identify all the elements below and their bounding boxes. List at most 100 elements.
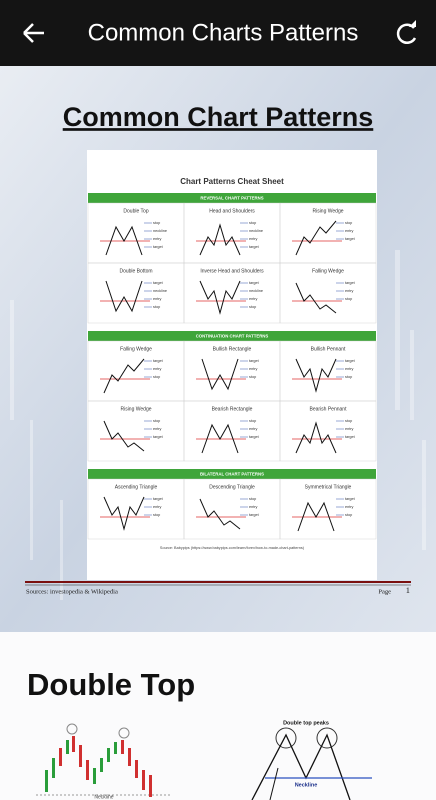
pattern-label: entry (249, 427, 258, 431)
pattern-chart (196, 280, 246, 315)
pattern-name: Symmetrical Triangle (305, 484, 352, 490)
pattern-label: stop (345, 513, 352, 517)
chart-neckline-label: Neckline (94, 794, 113, 800)
footer-sources: Sources: investopedia & Wikipedia (26, 588, 118, 595)
pattern-cell (279, 400, 377, 462)
pattern-line (297, 501, 335, 532)
section-bar (88, 193, 376, 203)
pattern-label: target (153, 497, 164, 501)
pattern-chart (100, 420, 150, 452)
pattern-chart (100, 280, 150, 313)
pattern-label: stop (345, 419, 352, 423)
pattern-label: target (153, 435, 164, 439)
pattern-label: neckline (249, 289, 263, 293)
pattern-label: entry (249, 237, 258, 241)
pattern-label: target (345, 281, 356, 285)
pattern-label: entry (249, 505, 258, 509)
pattern-name: Rising Wedge (120, 406, 151, 412)
pattern-line (103, 420, 145, 452)
pattern-name: Bearish Pennant (310, 406, 348, 412)
pattern-label: stop (153, 513, 160, 517)
pattern-line (295, 220, 337, 256)
pattern-label: target (249, 359, 260, 363)
pattern-line (295, 421, 337, 454)
pattern-label: entry (345, 505, 354, 509)
pattern-label: stop (345, 297, 352, 301)
pattern-name: Double Top (123, 208, 148, 214)
pattern-line (199, 280, 241, 315)
pattern-chart (100, 358, 150, 394)
diagram-neckline-label: Neckline (295, 782, 318, 788)
pattern-label: stop (249, 375, 256, 379)
pattern-label: entry (153, 505, 162, 509)
pattern-line (105, 225, 143, 256)
pattern-label: target (345, 359, 356, 363)
pattern-label: stop (345, 221, 352, 225)
pattern-name: Descending Triangle (209, 484, 255, 490)
pattern-chart (292, 421, 342, 454)
pattern-label: entry (345, 367, 354, 371)
cheat-sheet (87, 150, 377, 580)
section-title: CONTINUATION CHART PATTERNS (196, 333, 269, 338)
footer-page-number: 1 (406, 585, 410, 595)
pattern-chart (196, 498, 246, 530)
pattern-label: target (249, 435, 260, 439)
pattern-line (295, 282, 337, 314)
pattern-line (105, 280, 143, 313)
section-bar (88, 469, 376, 479)
pattern-label: stop (153, 221, 160, 225)
pattern-label: neckline (249, 229, 263, 233)
pattern-line (103, 358, 145, 394)
pattern-name: Bearish Rectangle (212, 406, 253, 412)
pattern-chart (100, 496, 150, 531)
pattern-name: Head and Shoulders (209, 208, 255, 214)
pattern-label: entry (345, 289, 354, 293)
pattern-label: stop (153, 419, 160, 423)
pattern-chart (292, 358, 342, 393)
pattern-line (295, 358, 337, 393)
pattern-label: entry (153, 297, 162, 301)
pattern-label: entry (345, 229, 354, 233)
section-title: BILATERAL CHART PATTERNS (200, 471, 264, 476)
diagram-title: Double top peaks (283, 720, 329, 726)
pattern-chart (292, 282, 342, 314)
pattern-label: stop (249, 497, 256, 501)
page-2-heading: Double Top (27, 667, 195, 702)
pattern-label: target (345, 237, 356, 241)
page-heading: Common Chart Patterns (63, 102, 374, 132)
pattern-cell (279, 478, 377, 540)
pattern-label: entry (249, 367, 258, 371)
pattern-name: Rising Wedge (312, 208, 343, 214)
pattern-label: target (249, 245, 260, 249)
pattern-line (199, 223, 241, 256)
pattern-name: Falling Wedge (312, 268, 344, 274)
pattern-label: target (153, 245, 164, 249)
footer-page-label: Page (378, 588, 391, 595)
pattern-name: Falling Wedge (120, 346, 152, 352)
pattern-label: stop (153, 305, 160, 309)
pattern-label: stop (153, 375, 160, 379)
section-bar (88, 331, 376, 341)
pattern-label: target (345, 435, 356, 439)
refresh-button[interactable] (396, 20, 417, 44)
pattern-label: target (249, 513, 260, 517)
pattern-name: Bullish Rectangle (213, 346, 252, 352)
pattern-label: target (153, 359, 164, 363)
pattern-label: entry (249, 297, 258, 301)
pattern-label: stop (249, 419, 256, 423)
pattern-cell (279, 262, 377, 324)
pattern-label: entry (345, 427, 354, 431)
pattern-chart (292, 220, 342, 256)
pattern-line (199, 498, 241, 530)
section-title: REVERSAL CHART PATTERNS (200, 195, 263, 200)
pattern-chart (100, 225, 150, 256)
pattern-label: target (153, 281, 164, 285)
app-bar (0, 0, 436, 66)
back-button[interactable] (23, 23, 44, 43)
candlestick-illustration (36, 723, 170, 797)
pattern-line (103, 496, 145, 531)
pattern-label: entry (153, 367, 162, 371)
background-candles (10, 250, 426, 600)
pattern-chart (292, 501, 342, 532)
